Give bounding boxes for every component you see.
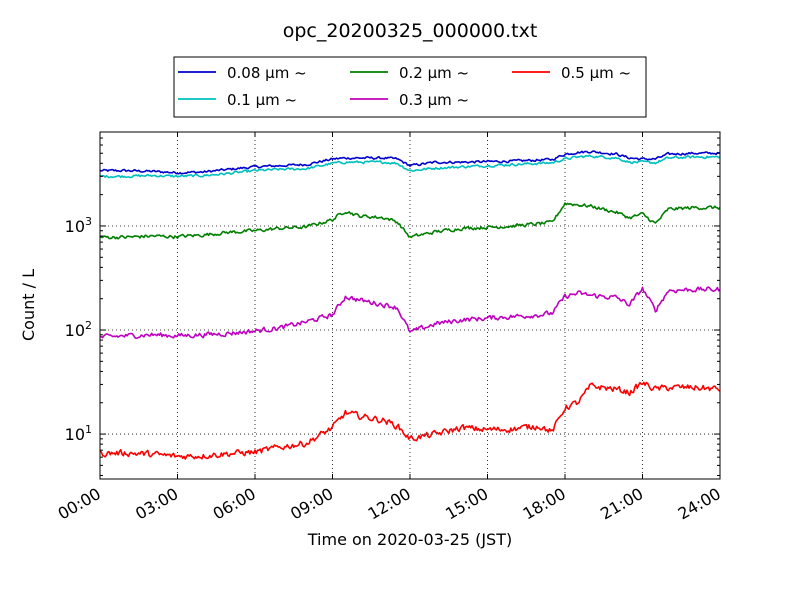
y-tick-label: 103 bbox=[65, 215, 92, 236]
series-line bbox=[99, 202, 721, 240]
series-line bbox=[99, 286, 721, 340]
x-tick-label: 15:00 bbox=[442, 484, 491, 524]
x-axis-label: Time on 2020-03-25 (JST) bbox=[307, 530, 512, 549]
y-tick-label: 101 bbox=[65, 423, 92, 444]
legend: 0.08 μm ~ 0.1 μm ~ 0.2 μm ~ 0.3 μm ~ 0.5 μm … bbox=[173, 56, 647, 118]
x-tick-label: 21:00 bbox=[597, 484, 646, 524]
grid bbox=[100, 132, 720, 479]
legend-label: 0.2 μm ~ bbox=[399, 64, 469, 82]
legend-label: 0.1 μm ~ bbox=[227, 91, 297, 109]
series-line bbox=[99, 154, 721, 179]
x-tick-label: 00:00 bbox=[55, 484, 104, 524]
legend-label: 0.3 μm ~ bbox=[399, 91, 469, 109]
x-tick-label: 18:00 bbox=[520, 484, 569, 524]
y-tick-label: 102 bbox=[65, 319, 92, 340]
y-axis-label: Count / L bbox=[19, 269, 38, 341]
series-line bbox=[99, 381, 721, 460]
legend-box bbox=[173, 56, 647, 118]
x-axis: 00:00 03:00 06:00 09:00 12:00 15:00 18:00 21:00… bbox=[55, 132, 724, 524]
legend-label: 0.08 μm ~ bbox=[227, 64, 307, 82]
series-lines bbox=[99, 150, 721, 460]
x-tick-label: 06:00 bbox=[210, 484, 259, 524]
x-tick-label: 24:00 bbox=[675, 484, 724, 524]
chart-title: opc_20200325_000000.txt bbox=[283, 20, 538, 42]
x-tick-label: 03:00 bbox=[132, 484, 181, 524]
series-line bbox=[99, 150, 721, 175]
x-tick-label: 12:00 bbox=[365, 484, 414, 524]
legend-label: 0.5 μm ~ bbox=[561, 64, 631, 82]
x-tick-label: 09:00 bbox=[287, 484, 336, 524]
